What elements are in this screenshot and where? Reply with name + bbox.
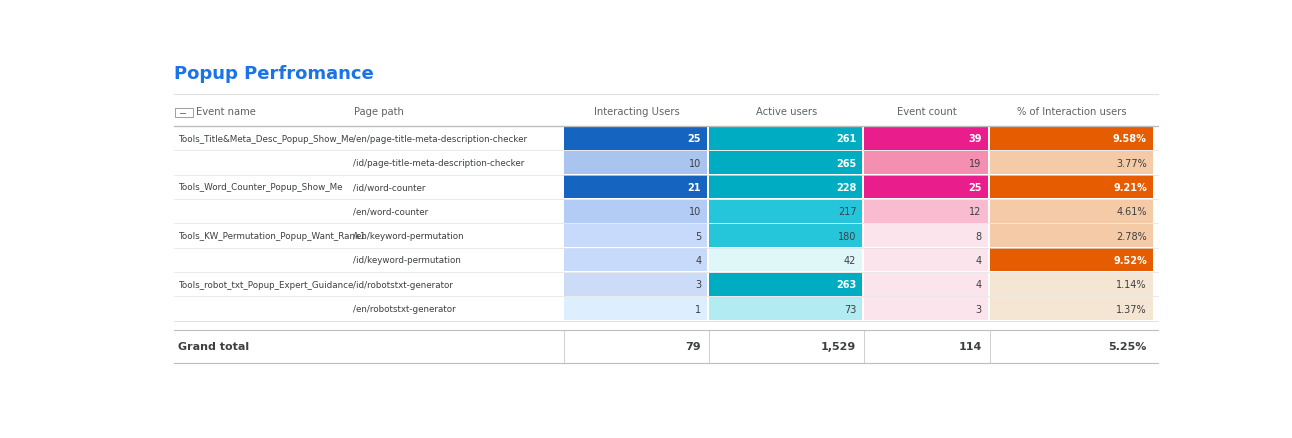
Text: Tools_KW_Permutation_Popup_Want_Rank1: Tools_KW_Permutation_Popup_Want_Rank1: [177, 232, 366, 240]
Bar: [709, 200, 863, 223]
Bar: [709, 297, 863, 320]
Text: Interacting Users: Interacting Users: [594, 106, 680, 117]
Text: 4.61%: 4.61%: [1116, 207, 1147, 217]
Text: 1: 1: [695, 304, 702, 314]
Text: 25: 25: [968, 183, 982, 192]
Text: 114: 114: [959, 342, 982, 352]
Text: Tools_Word_Counter_Popup_Show_Me: Tools_Word_Counter_Popup_Show_Me: [177, 183, 342, 192]
Text: 217: 217: [837, 207, 857, 217]
Text: Grand total: Grand total: [177, 342, 248, 352]
Text: /en/keyword-permutation: /en/keyword-permutation: [353, 232, 464, 240]
Text: 10: 10: [689, 207, 702, 217]
Bar: [565, 225, 707, 247]
Text: 1,529: 1,529: [822, 342, 857, 352]
Text: /en/page-title-meta-description-checker: /en/page-title-meta-description-checker: [353, 134, 527, 143]
Text: /id/keyword-permutation: /id/keyword-permutation: [353, 256, 461, 265]
Text: 3: 3: [695, 279, 702, 290]
Text: /id/page-title-meta-description-checker: /id/page-title-meta-description-checker: [353, 159, 525, 168]
Text: 4: 4: [975, 279, 982, 290]
Text: 9.52%: 9.52%: [1112, 255, 1147, 265]
Text: 73: 73: [844, 304, 857, 314]
Text: 228: 228: [836, 183, 857, 192]
Text: 9.58%: 9.58%: [1112, 134, 1147, 144]
Bar: [990, 127, 1152, 150]
Text: % of Interaction users: % of Interaction users: [1017, 106, 1127, 117]
Text: 4: 4: [695, 255, 702, 265]
Text: 3: 3: [975, 304, 982, 314]
Text: 21: 21: [687, 183, 702, 192]
Bar: [990, 152, 1152, 175]
Text: 4: 4: [975, 255, 982, 265]
Bar: [990, 249, 1152, 272]
Bar: [864, 249, 987, 272]
Text: 5: 5: [695, 231, 702, 241]
Text: /en/robotstxt-generator: /en/robotstxt-generator: [353, 304, 456, 313]
Bar: [990, 225, 1152, 247]
FancyBboxPatch shape: [174, 109, 193, 118]
Text: /en/word-counter: /en/word-counter: [353, 207, 428, 216]
Bar: [565, 297, 707, 320]
Text: Event count: Event count: [897, 106, 957, 117]
Bar: [565, 176, 707, 199]
Text: 261: 261: [836, 134, 857, 144]
Bar: [565, 273, 707, 296]
Text: 12: 12: [969, 207, 982, 217]
Bar: [565, 152, 707, 175]
Text: /id/robotstxt-generator: /id/robotstxt-generator: [353, 280, 452, 289]
Bar: [864, 225, 987, 247]
Bar: [709, 127, 863, 150]
Text: 2.78%: 2.78%: [1116, 231, 1147, 241]
Bar: [709, 176, 863, 199]
Text: 42: 42: [844, 255, 857, 265]
Bar: [864, 273, 987, 296]
Bar: [709, 152, 863, 175]
Bar: [990, 273, 1152, 296]
Text: 180: 180: [839, 231, 857, 241]
Text: 265: 265: [836, 158, 857, 168]
Text: 25: 25: [687, 134, 702, 144]
Bar: [565, 249, 707, 272]
Text: 263: 263: [836, 279, 857, 290]
Text: 3.77%: 3.77%: [1116, 158, 1147, 168]
Text: /id/word-counter: /id/word-counter: [353, 183, 425, 192]
Bar: [565, 200, 707, 223]
Text: Active users: Active users: [756, 106, 818, 117]
Text: Popup Perfromance: Popup Perfromance: [173, 64, 373, 82]
Bar: [709, 273, 863, 296]
Bar: [990, 297, 1152, 320]
Text: 1.14%: 1.14%: [1116, 279, 1147, 290]
Bar: [709, 225, 863, 247]
Text: 10: 10: [689, 158, 702, 168]
Text: Tools_Title&Meta_Desc_Popup_Show_Me: Tools_Title&Meta_Desc_Popup_Show_Me: [177, 134, 354, 143]
Text: 19: 19: [969, 158, 982, 168]
Text: Tools_robot_txt_Popup_Expert_Guidance: Tools_robot_txt_Popup_Expert_Guidance: [177, 280, 353, 289]
Bar: [864, 152, 987, 175]
Bar: [565, 127, 707, 150]
Text: 79: 79: [686, 342, 702, 352]
Text: Event name: Event name: [195, 106, 256, 117]
Text: 1.37%: 1.37%: [1116, 304, 1147, 314]
Text: −: −: [180, 108, 187, 118]
Text: 9.21%: 9.21%: [1112, 183, 1147, 192]
Bar: [990, 200, 1152, 223]
Bar: [864, 127, 987, 150]
Bar: [990, 176, 1152, 199]
Bar: [709, 249, 863, 272]
Text: 5.25%: 5.25%: [1109, 342, 1147, 352]
Bar: [864, 176, 987, 199]
Text: Page path: Page path: [354, 106, 403, 117]
Text: 39: 39: [968, 134, 982, 144]
Bar: [864, 200, 987, 223]
Text: 8: 8: [975, 231, 982, 241]
Bar: [864, 297, 987, 320]
